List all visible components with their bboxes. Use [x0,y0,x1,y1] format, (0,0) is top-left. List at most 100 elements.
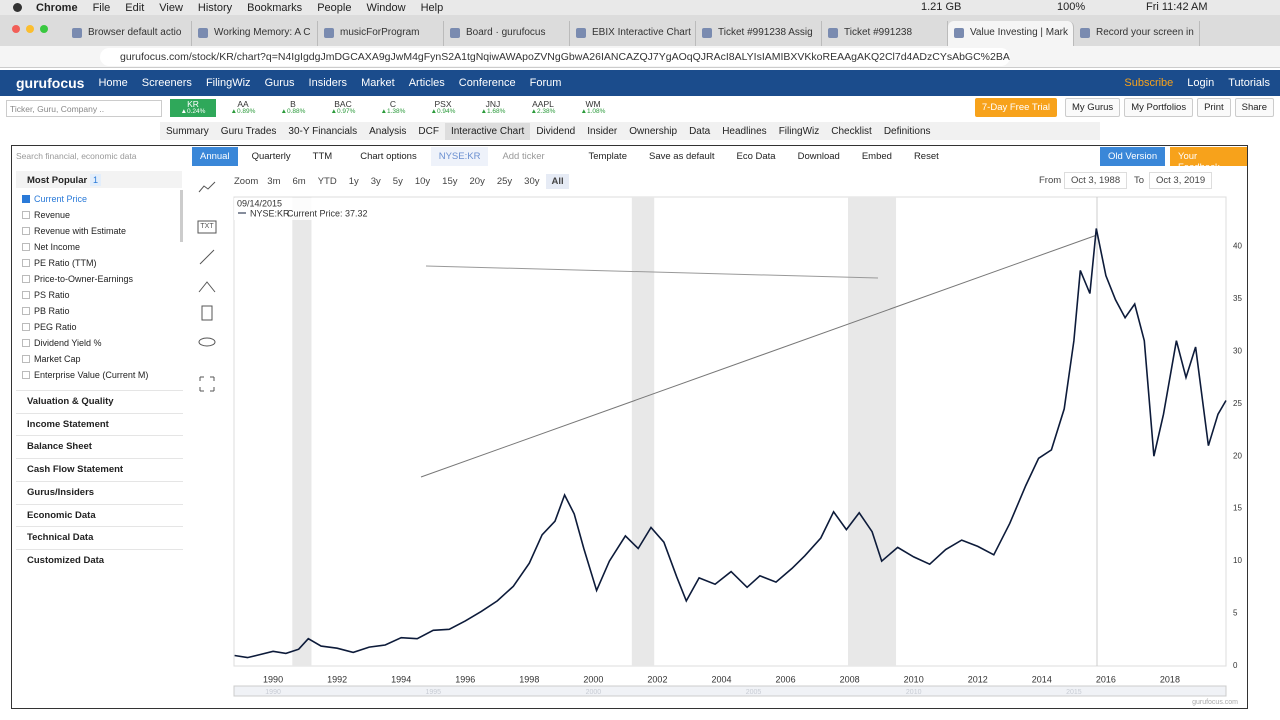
sub-nav-link[interactable]: Summary [166,125,209,137]
data-item[interactable]: Dividend Yield % [22,338,102,348]
nav-right-link[interactable]: Subscribe [1124,77,1174,89]
zoom-button[interactable]: 15y [442,175,458,187]
data-item[interactable]: PEG Ratio [22,322,77,332]
zoom-button[interactable]: 5y [392,175,403,187]
data-item[interactable]: Current Price [22,194,87,204]
ticker-chip[interactable]: PSX ▲0.94% [420,99,466,117]
logo[interactable]: gurufocus [16,75,85,91]
period-button[interactable]: TTM [312,151,333,162]
tool-fullscreen[interactable] [199,376,215,392]
data-item[interactable]: PS Ratio [22,290,70,300]
checkbox[interactable] [22,339,30,347]
period-button[interactable]: Annual [192,147,238,166]
sidebar-search[interactable]: Search financial, economic data [16,151,137,161]
menu-item[interactable]: Window [366,1,406,14]
nav-link[interactable]: Articles [408,77,445,89]
nav-right-link[interactable]: Login [1187,77,1215,89]
browser-tab[interactable]: Browser default actio [66,21,192,46]
sub-nav-link[interactable]: Data [689,125,711,137]
section-header[interactable]: Income Statement [16,412,183,435]
app-menu[interactable]: Chrome [36,1,78,14]
trial-button[interactable]: 7-Day Free Trial [974,98,1057,117]
browser-tab[interactable]: Ticket #991238 Assig [696,21,822,46]
header-button[interactable]: My Portfolios [1124,98,1194,117]
data-item[interactable]: Market Cap [22,354,81,364]
ticker-chip[interactable]: WM ▲1.08% [570,99,616,117]
header-button[interactable]: Print [1197,98,1231,117]
sub-nav-link[interactable]: DCF [418,125,439,137]
checkbox[interactable] [22,227,30,235]
zoom-button[interactable]: All [546,173,569,189]
menu-item[interactable]: History [197,1,233,14]
sub-nav-link[interactable]: FilingWiz [778,125,820,137]
section-header[interactable]: Customized Data [16,548,183,571]
zoom-button[interactable]: 3y [370,175,381,187]
nav-link[interactable]: Gurus [264,77,295,89]
menu-item[interactable]: People [317,1,352,14]
ticker-chip[interactable]: BAC ▲0.97% [320,99,366,117]
sub-nav-link[interactable]: Checklist [831,125,872,137]
tool-trend[interactable] [198,181,216,193]
checkbox[interactable] [22,211,30,219]
action-button[interactable]: Template [588,151,627,162]
menu-item[interactable]: Edit [125,1,145,14]
nav-link[interactable]: Market [361,77,395,89]
nav-link[interactable]: Insiders [308,77,348,89]
nav-link[interactable]: FilingWiz [205,77,251,89]
url-field[interactable]: gurufocus.com/stock/KR/chart?q=N4IgIgdgJ… [100,48,1010,66]
tool-text-box[interactable] [197,220,217,234]
browser-tab[interactable]: Ticket #991238 [822,21,948,46]
sub-nav-link[interactable]: Ownership [629,125,678,137]
ticker-chip[interactable]: JNJ ▲1.68% [470,99,516,117]
header-button[interactable]: Share [1234,98,1274,117]
action-button[interactable]: Download [797,151,840,162]
period-button[interactable]: Quarterly [251,151,291,162]
nav-right-link[interactable]: Tutorials [1228,77,1270,89]
action-button[interactable]: Reset [913,151,939,162]
data-item[interactable]: Enterprise Value (Current M) [22,370,148,380]
old-version[interactable]: Old Version [1100,147,1166,166]
ticker-chip[interactable]: C ▲1.38% [370,99,416,117]
data-item[interactable]: Price-to-Owner-Earnings [22,274,133,284]
checkbox[interactable] [22,259,30,267]
browser-tab[interactable]: Record your screen in [1074,21,1200,46]
sub-nav-link[interactable]: Definitions [883,125,931,137]
sub-nav-link[interactable]: Headlines [722,125,767,137]
section-header[interactable]: Gurus/Insiders [16,480,183,503]
checkbox[interactable] [22,195,30,203]
zoom-button[interactable]: 3m [267,175,281,187]
action-button[interactable]: Embed [861,151,892,162]
ticker-chip[interactable]: KR ▲0.24% [170,99,216,117]
ticker-chip[interactable]: AAPL ▲2.38% [520,99,566,117]
menu-item[interactable]: View [159,1,183,14]
checkbox[interactable] [22,355,30,363]
section-header[interactable]: Technical Data [16,526,183,548]
browser-tab[interactable]: musicForProgram [318,21,444,46]
zoom-button[interactable]: 25y [496,175,513,187]
nav-link[interactable]: Screeners [141,77,192,89]
data-item[interactable]: Revenue with Estimate [22,226,126,236]
section-header[interactable]: Balance Sheet [16,435,183,457]
header-button[interactable]: My Gurus [1065,98,1121,117]
section-header[interactable]: Cash Flow Statement [16,458,183,480]
zoom-button[interactable]: 1y [348,175,359,187]
zoom-button[interactable]: YTD [317,175,337,187]
checkbox[interactable] [22,243,30,251]
zoom-button[interactable]: 10y [414,175,431,187]
feedback[interactable]: Your Feedback [1170,147,1247,173]
checkbox[interactable] [22,371,30,379]
browser-tab[interactable]: Value Investing | Mark [948,21,1074,46]
add-ticker[interactable]: Add ticker [502,151,545,162]
zoom-button[interactable]: 20y [469,175,485,187]
sub-nav-link[interactable]: Insider [587,125,618,137]
checkbox[interactable] [22,307,30,315]
sub-nav-link[interactable]: 30-Y Financials [288,125,358,137]
section-header[interactable]: Economic Data [16,503,183,526]
data-item[interactable]: PB Ratio [22,306,70,316]
to-date[interactable]: Oct 3, 2019 [1149,172,1213,189]
data-item[interactable]: Revenue [22,210,70,220]
menu-item[interactable]: Bookmarks [247,1,303,14]
checkbox[interactable] [22,275,30,283]
zoom-button[interactable]: 6m [292,175,306,187]
action-button[interactable]: Eco Data [736,151,776,162]
